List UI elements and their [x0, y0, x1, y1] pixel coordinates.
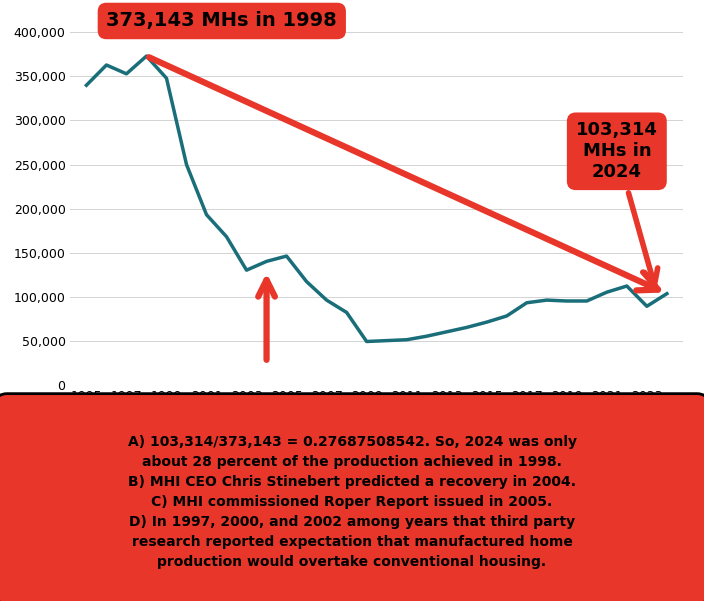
Text: 373,143 MHs in 1998: 373,143 MHs in 1998 [106, 11, 337, 31]
Text: A) 103,314/373,143 = 0.27687508542. So, 2024 was only
about 28 percent of the pr: A) 103,314/373,143 = 0.27687508542. So, … [127, 435, 577, 569]
Text: 103,314
MHs in
2024: 103,314 MHs in 2024 [576, 121, 658, 285]
